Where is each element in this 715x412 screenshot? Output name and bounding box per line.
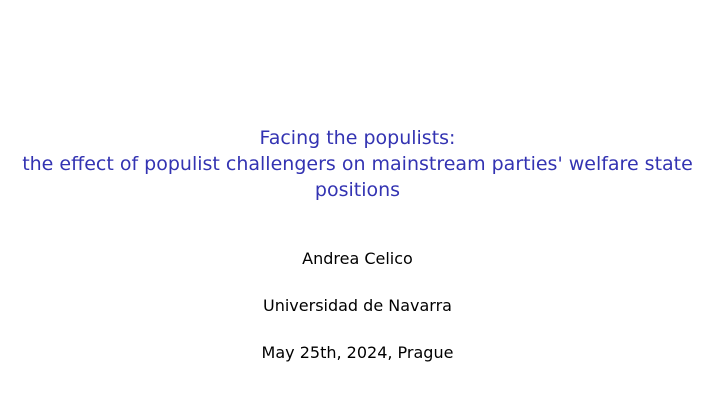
institute-name: Universidad de Navarra bbox=[263, 296, 452, 315]
presentation-title: Facing the populists: the effect of popu… bbox=[20, 125, 695, 203]
presentation-date: May 25th, 2024, Prague bbox=[261, 343, 454, 362]
title-line-2: the effect of populist challengers on ma… bbox=[22, 153, 693, 175]
author-name: Andrea Celico bbox=[302, 249, 413, 268]
title-line-3: positions bbox=[314, 179, 401, 201]
title-line-1: Facing the populists: bbox=[259, 127, 456, 149]
